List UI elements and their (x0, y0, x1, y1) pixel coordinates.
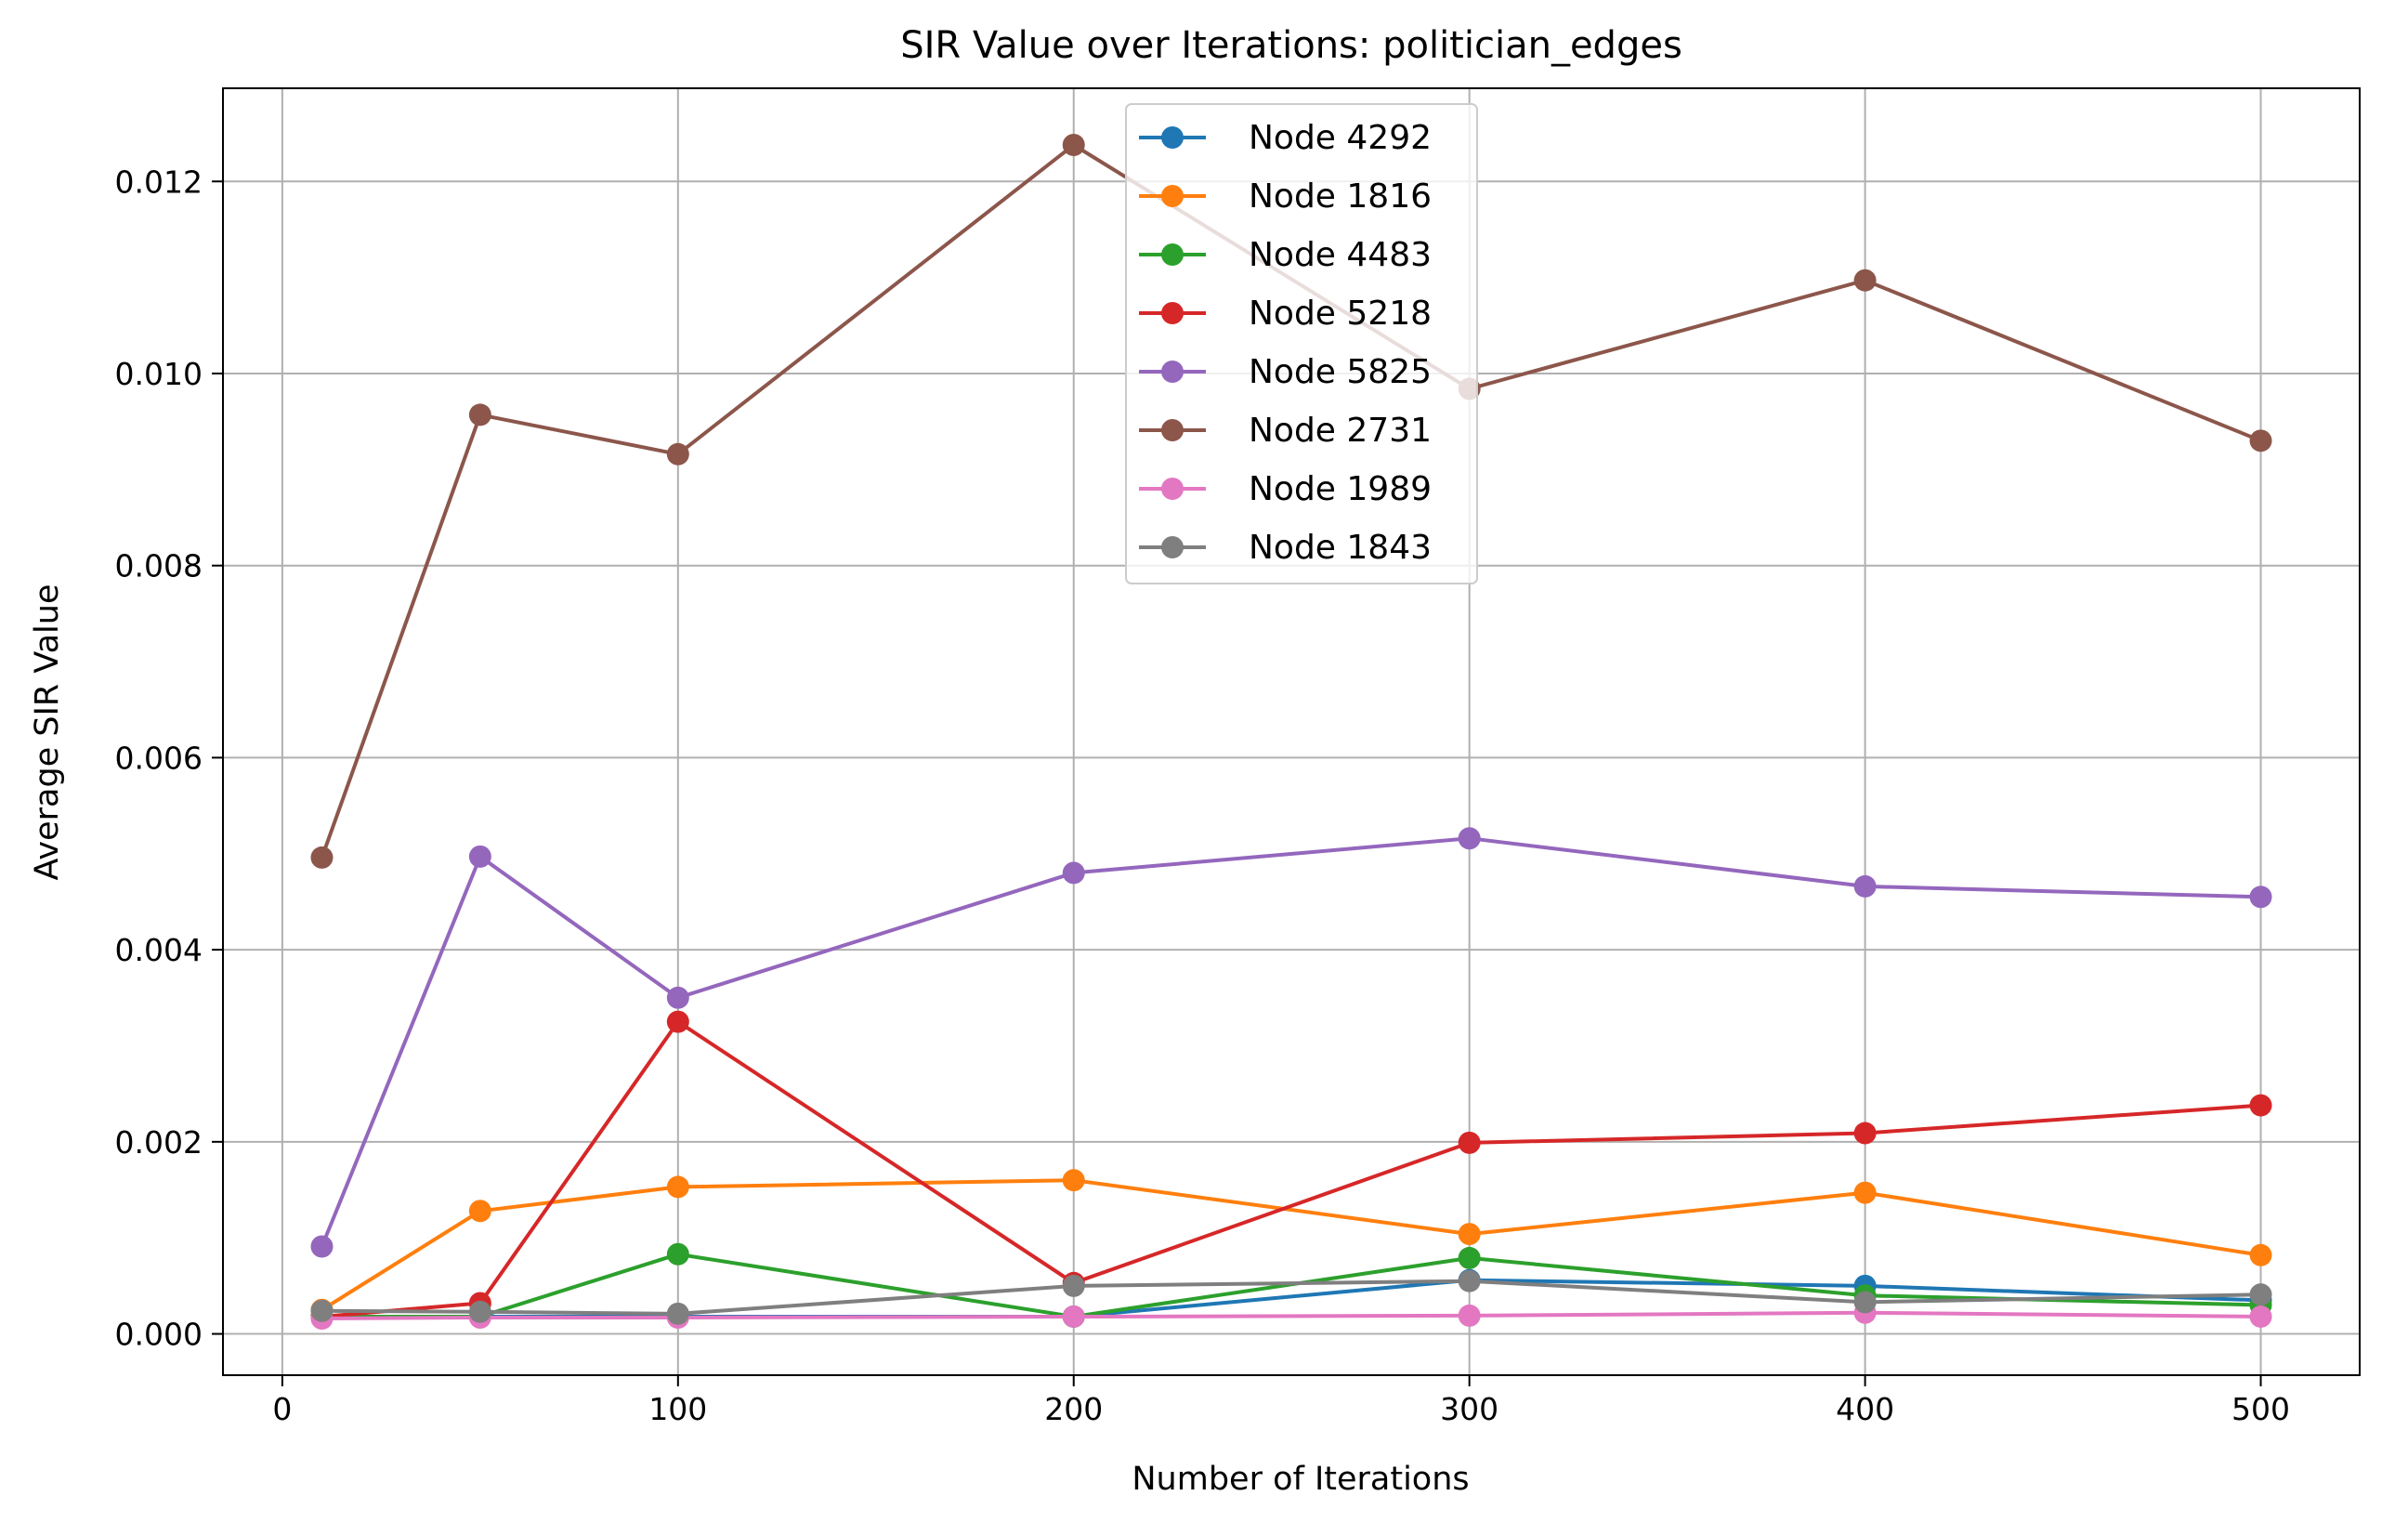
data-point (2249, 1094, 2272, 1117)
data-point (1458, 1223, 1481, 1246)
legend-marker (1161, 419, 1184, 441)
legend-marker (1161, 478, 1184, 500)
legend-label: Node 2731 (1249, 412, 1432, 450)
data-point (1062, 1274, 1085, 1297)
data-point (1062, 861, 1085, 885)
data-point (1458, 1246, 1481, 1269)
x-axis-label: Number of Iterations (1132, 1461, 1469, 1498)
data-point (2249, 1283, 2272, 1306)
data-point (2249, 1243, 2272, 1266)
data-point (2249, 429, 2272, 453)
data-point (468, 1300, 491, 1323)
x-tick-label: 500 (2231, 1391, 2290, 1427)
legend-item: Node 5825 (1139, 353, 1432, 391)
plot-frame (222, 87, 2361, 1376)
data-point (310, 1235, 334, 1258)
data-point (2249, 886, 2272, 909)
y-tick-label: 0.008 (115, 548, 203, 584)
data-point (1062, 133, 1085, 156)
data-point (2249, 1305, 2272, 1328)
x-tick-label: 400 (1836, 1391, 1894, 1427)
y-tick-label: 0.010 (115, 356, 203, 392)
y-axis-label: Average SIR Value (29, 584, 66, 881)
y-tick-label: 0.004 (115, 932, 203, 968)
data-point (1853, 269, 1877, 292)
y-tick-label: 0.000 (115, 1317, 203, 1353)
x-tick-label: 200 (1044, 1391, 1103, 1427)
legend-marker (1161, 302, 1184, 324)
x-axis-ticks: 0 100 200 300 400 500 (272, 1375, 2290, 1427)
legend-item: Node 1843 (1139, 529, 1432, 567)
legend-item: Node 4292 (1139, 119, 1432, 157)
legend-marker (1161, 243, 1184, 266)
legend-label: Node 5218 (1249, 295, 1432, 333)
legend-label: Node 1816 (1249, 177, 1432, 216)
legend-item: Node 1816 (1139, 177, 1432, 216)
legend-item: Node 5218 (1139, 295, 1432, 333)
data-point (468, 1200, 491, 1223)
y-tick-label: 0.012 (115, 164, 203, 200)
data-point (1853, 1181, 1877, 1204)
y-tick-label: 0.002 (115, 1124, 203, 1161)
legend-label: Node 1843 (1249, 529, 1432, 567)
legend-marker (1161, 126, 1184, 149)
legend: Node 4292 Node 1816 Node 4483 Node 5218 Node… (1125, 103, 1478, 584)
data-point (468, 845, 491, 868)
series-node-1843 (310, 1269, 2272, 1325)
series-node-5825 (310, 827, 2272, 1258)
x-tick-label: 0 (272, 1391, 292, 1427)
data-point (468, 403, 491, 426)
data-point (1062, 1169, 1085, 1192)
data-point (1853, 1122, 1877, 1145)
y-axis-ticks: 0.000 0.002 0.004 0.006 0.008 0.010 0.012 (115, 164, 223, 1353)
legend-marker (1161, 361, 1184, 383)
data-point (666, 1242, 689, 1266)
chart-title: SIR Value over Iterations: politician_ed… (900, 24, 1682, 67)
data-point (666, 1175, 689, 1199)
legend-label: Node 5825 (1249, 353, 1432, 391)
legend-item: Node 1989 (1139, 470, 1432, 508)
data-point (666, 1010, 689, 1033)
data-point (1458, 1304, 1481, 1327)
legend-label: Node 4483 (1249, 236, 1432, 274)
legend-item: Node 2731 (1139, 412, 1432, 450)
data-point (666, 442, 689, 466)
legend-label: Node 4292 (1249, 119, 1432, 157)
data-point (310, 1299, 334, 1322)
data-point (1458, 1131, 1481, 1154)
x-tick-label: 300 (1440, 1391, 1498, 1427)
legend-item: Node 4483 (1139, 236, 1432, 274)
legend-marker (1161, 536, 1184, 558)
y-tick-label: 0.006 (115, 740, 203, 776)
data-series (310, 133, 2272, 1331)
x-tick-label: 100 (648, 1391, 707, 1427)
data-point (666, 986, 689, 1009)
data-point (1458, 1269, 1481, 1292)
legend-box (1125, 103, 1478, 584)
data-point (1458, 827, 1481, 850)
legend-label: Node 1989 (1249, 470, 1432, 508)
data-point (1062, 1305, 1085, 1328)
data-point (666, 1302, 689, 1325)
data-point (310, 846, 334, 869)
data-point (1853, 1291, 1877, 1314)
data-point (1853, 874, 1877, 898)
legend-marker (1161, 185, 1184, 207)
